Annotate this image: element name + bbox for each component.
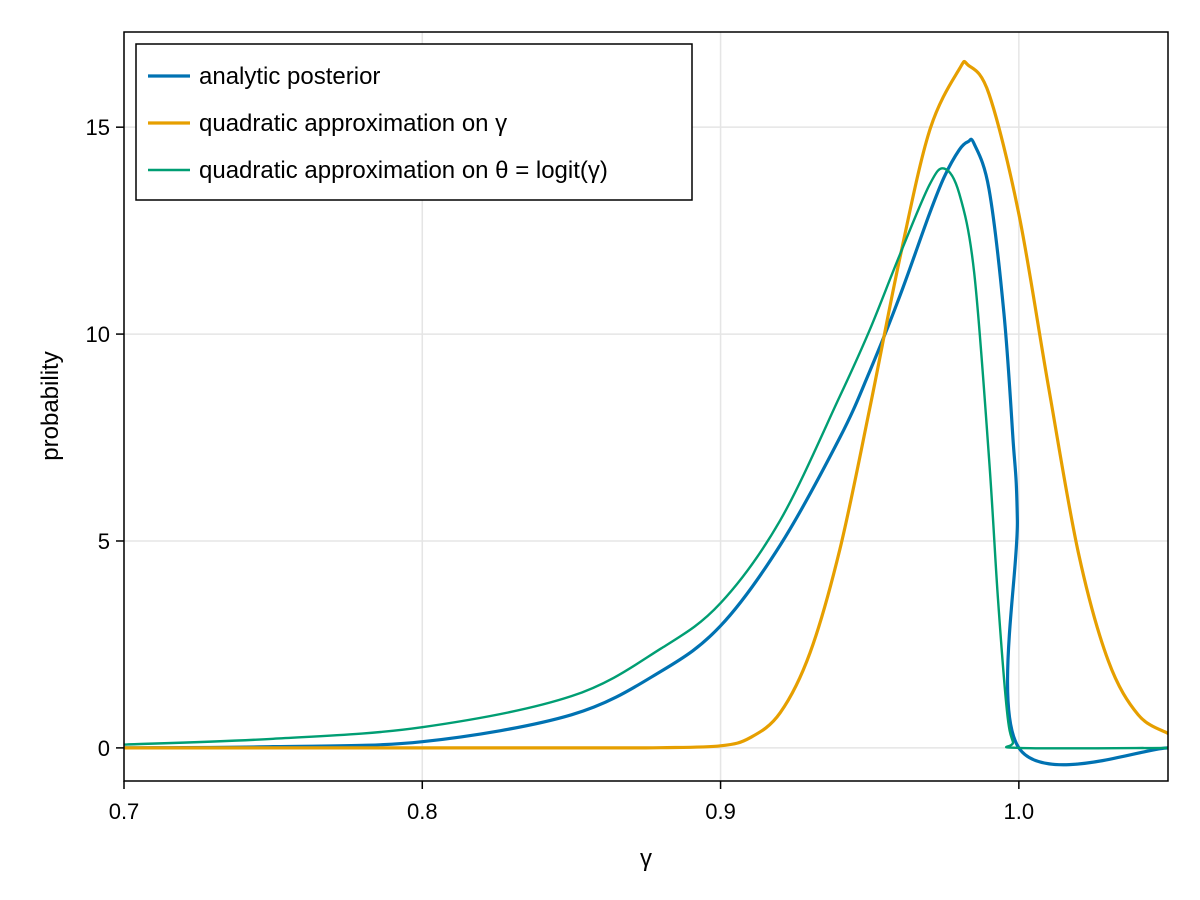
series-line-1: [124, 137, 1168, 767]
legend-label-3: quadratic approximation on θ = logit(γ): [199, 157, 608, 184]
legend: analytic posterior quadratic approximatio…: [135, 43, 693, 201]
x-tick-label: 0.9: [705, 799, 736, 824]
x-tick-label: 1.0: [1004, 799, 1035, 824]
plot-frame: [123, 31, 1169, 782]
legend-label-2: quadratic approximation on γ: [199, 110, 507, 137]
y-tick-label: 15: [86, 115, 110, 140]
y-tick-label: 0: [98, 736, 110, 761]
x-tick-label: 0.7: [109, 799, 140, 824]
legend-box: [135, 43, 693, 201]
y-tick-label: 5: [98, 529, 110, 554]
y-axis-label: probability: [37, 351, 64, 460]
legend-label-1: analytic posterior: [199, 63, 380, 90]
series-lines: [124, 59, 1168, 767]
series-line-2: [124, 59, 1168, 750]
series-line-3: [124, 167, 1168, 750]
y-tick-label: 10: [86, 322, 110, 347]
axis-ticks: 0.7 0.8 0.9 1.0 0 5 10 15: [86, 115, 1035, 824]
x-tick-label: 0.8: [407, 799, 438, 824]
x-axis-label: γ: [640, 845, 652, 872]
